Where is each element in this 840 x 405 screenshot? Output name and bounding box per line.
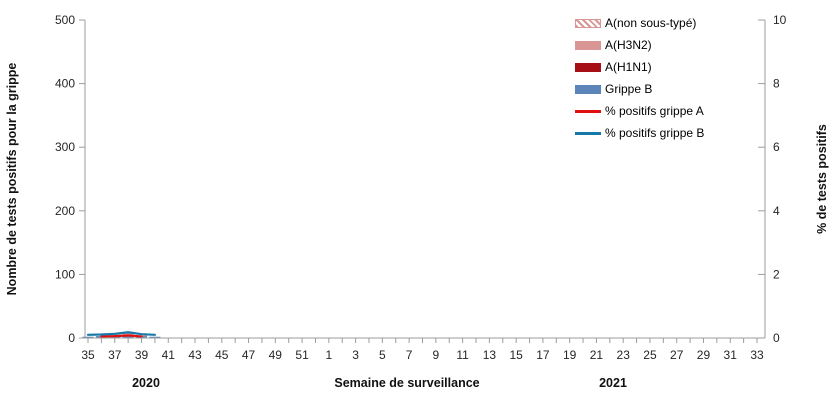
left-axis-title: Nombre de tests positifs pour la grippe — [5, 63, 19, 296]
legend-swatch-a-h3n2 — [575, 40, 601, 50]
legend-swatch-pct-grippe-b — [575, 131, 601, 135]
left-tick-label: 500 — [55, 13, 75, 27]
pct-line — [86, 331, 156, 336]
left-tick-label: 200 — [55, 204, 75, 218]
x-tick-label: 39 — [135, 348, 149, 362]
legend-item-a-h3n2: A(H3N2) — [575, 34, 704, 56]
left-tick-label: 300 — [55, 140, 75, 154]
right-tick-label: 4 — [773, 204, 780, 218]
x-tick-label: 9 — [433, 348, 440, 362]
x-tick-label: 19 — [563, 348, 577, 362]
year-label-2020: 2020 — [132, 376, 160, 390]
right-tick-label: 6 — [773, 140, 780, 154]
x-tick-label: 41 — [162, 348, 176, 362]
legend-label: % positifs grippe B — [605, 126, 705, 140]
left-tick-label: 100 — [55, 267, 75, 281]
x-tick-label: 51 — [295, 348, 309, 362]
legend-label: A(H3N2) — [605, 38, 652, 52]
right-tick-label: 2 — [773, 267, 780, 281]
legend-label: A(non sous-typé) — [605, 16, 697, 30]
legend-label: % positifs grippe A — [605, 104, 704, 118]
left-tick-label: 400 — [55, 77, 75, 91]
x-tick-label: 23 — [617, 348, 631, 362]
x-tick-label: 15 — [509, 348, 523, 362]
x-tick-label: 13 — [483, 348, 497, 362]
x-tick-label: 33 — [750, 348, 764, 362]
x-tick-label: 37 — [108, 348, 122, 362]
right-tick-label: 0 — [773, 331, 780, 345]
legend-label: Grippe B — [605, 82, 653, 96]
year-label-2021: 2021 — [599, 376, 627, 390]
legend-item-a-h1n1: A(H1N1) — [575, 56, 704, 78]
x-axis-ticks: 35 37 39 41 43 45 47 49 51 1 3 5 7 9 11 13 15 17 19 21 23 25 2… — [81, 338, 764, 362]
legend-item-pct-grippe-a: % positifs grippe A — [575, 100, 704, 122]
legend-swatch-pct-grippe-a — [575, 109, 601, 113]
x-tick-label: 7 — [406, 348, 413, 362]
x-tick-label: 47 — [242, 348, 256, 362]
bar-segment — [149, 336, 161, 338]
legend-swatch-a-h1n1 — [575, 62, 601, 72]
legend-item-a-non-sous-type: A(non sous-typé) — [575, 12, 704, 34]
legend-label: A(H1N1) — [605, 60, 652, 74]
legend-swatch-grippe-b — [575, 84, 601, 94]
x-tick-label: 17 — [536, 348, 550, 362]
x-tick-label: 35 — [81, 348, 95, 362]
x-tick-label: 3 — [352, 348, 359, 362]
x-tick-label: 21 — [590, 348, 604, 362]
x-tick-label: 31 — [724, 348, 738, 362]
right-axis-title: % de tests positifs — [815, 124, 829, 234]
lines-layer — [86, 331, 156, 338]
x-tick-label: 25 — [643, 348, 657, 362]
legend-item-pct-grippe-b: % positifs grippe B — [575, 122, 704, 144]
x-tick-label: 5 — [379, 348, 386, 362]
x-tick-label: 29 — [697, 348, 711, 362]
x-tick-label: 49 — [269, 348, 283, 362]
right-axis-ticks: 0 2 4 6 8 10 — [758, 13, 787, 345]
left-tick-label: 0 — [68, 331, 75, 345]
x-tick-label: 45 — [215, 348, 229, 362]
bar-segment — [82, 336, 94, 338]
x-tick-label: 43 — [188, 348, 202, 362]
bar-segment — [122, 332, 134, 335]
x-axis-title: Semaine de surveillance — [334, 376, 479, 390]
pct-line — [100, 334, 143, 338]
x-tick-label: 27 — [670, 348, 684, 362]
legend-item-grippe-b: Grippe B — [575, 78, 704, 100]
axes-layer — [84, 20, 766, 339]
legend: A(non sous-typé) A(H3N2) A(H1N1) Grippe … — [575, 12, 704, 144]
x-tick-label: 1 — [325, 348, 332, 362]
x-tick-label: 11 — [456, 348, 469, 362]
left-axis-ticks: 0 100 200 300 400 500 — [55, 13, 85, 345]
right-tick-label: 8 — [773, 77, 780, 91]
right-tick-label: 10 — [773, 13, 787, 27]
legend-swatch-a-non-sous-type — [575, 18, 601, 28]
